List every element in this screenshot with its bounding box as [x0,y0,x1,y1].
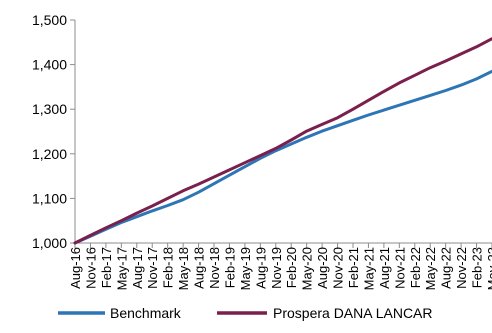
x-tick-label: Nov-21 [392,247,407,289]
x-tick-label: Feb-19 [222,247,237,288]
y-tick-label: 1,000 [32,235,67,251]
y-tick-label: 1,400 [32,57,67,73]
x-tick-label: Nov-22 [454,247,469,289]
x-tick-label: Nov-18 [207,247,222,289]
legend-label: Prospera DANA LANCAR [273,305,433,321]
x-tick-label: Aug-20 [315,247,330,289]
x-tick-label: Aug-16 [68,247,83,289]
x-tick-label: Nov-19 [269,247,284,289]
x-tick-label: May-18 [176,247,191,290]
series-line-prospera-dana-lancar [73,37,492,245]
x-tick-label: Aug-22 [439,247,454,289]
x-tick-label: Feb-23 [470,247,485,288]
x-tick-label: Feb-17 [99,247,114,288]
x-tick-label: Nov-17 [145,247,160,289]
legend: Benchmark Prospera DANA LANCAR [58,305,433,321]
y-tick-label: 1,200 [32,146,67,162]
x-tick-label: May-17 [114,247,129,290]
series-line-benchmark [73,69,492,245]
x-tick-label: May-23 [485,247,492,290]
x-tick-label: Feb-22 [408,247,423,288]
x-tick-label: Feb-18 [161,247,176,288]
y-tick-label: 1,300 [32,101,67,117]
x-tick-label: Nov-20 [331,247,346,289]
x-tick-label: Aug-21 [377,247,392,289]
series-lines [73,37,492,245]
x-tick-label: Nov-16 [83,247,98,289]
x-tick-label: May-21 [361,247,376,290]
x-tick-label: May-20 [300,247,315,290]
legend-label: Benchmark [110,305,182,321]
x-tick-label: Feb-21 [346,247,361,288]
x-tick-label: May-19 [238,247,253,290]
x-tick-label: Aug-17 [130,247,145,289]
x-tick-label: Aug-19 [253,247,268,289]
x-tick-label: Feb-20 [284,247,299,288]
y-tick-label: 1,100 [32,190,67,206]
x-tick-label: Aug-18 [192,247,207,289]
x-tick-label: May-22 [423,247,438,290]
y-tick-label: 1,500 [32,12,67,28]
